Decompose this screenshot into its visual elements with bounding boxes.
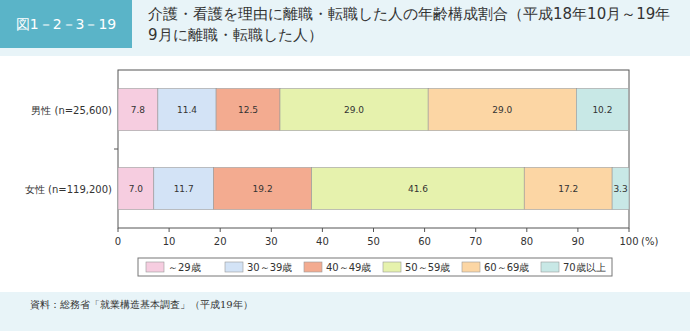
bar-segment (158, 89, 216, 131)
x-tick (475, 228, 476, 232)
x-tick-label: 80 (520, 236, 533, 247)
data-label: 19.2 (253, 184, 273, 194)
x-tick (271, 228, 272, 232)
legend-swatch (541, 262, 559, 272)
bar-segment (154, 168, 214, 210)
x-tick-label: 20 (214, 236, 227, 247)
category-label: 男性 (n=25,600) (31, 105, 112, 116)
plot-frame (118, 70, 629, 228)
data-label: 7.0 (129, 184, 144, 194)
legend-swatch (462, 262, 480, 272)
legend-swatch (225, 262, 243, 272)
data-label: 29.0 (492, 105, 512, 115)
title: 介護・看護を理由に離職・転職した人の年齢構成割合（平成18年10月～19年9月に… (148, 4, 678, 46)
x-tick (526, 228, 527, 232)
bar-segment (118, 168, 154, 210)
legend-label: 60～69歳 (484, 262, 529, 273)
legend-label: ～29歳 (168, 262, 201, 273)
x-tick (373, 228, 374, 232)
data-label: 17.2 (558, 184, 578, 194)
bar-segment (312, 168, 525, 210)
bar-segment (428, 89, 576, 131)
legend-swatch (383, 262, 401, 272)
x-tick (169, 228, 170, 232)
x-tick (220, 228, 221, 232)
data-label: 11.7 (174, 184, 194, 194)
figure-label: 図1－2－3－19 (0, 0, 132, 48)
source: 資料：総務省「就業構造基本調査」（平成19年） (30, 298, 253, 312)
bar-segment (612, 168, 629, 210)
legend-swatch (146, 262, 164, 272)
bar-segment (576, 89, 628, 131)
data-labels: 7.8 11.4 12.5 29.0 29.0 10.2 7.0 11.7 19.2 41.6 17… (129, 105, 628, 194)
x-tick-label: 60 (418, 236, 431, 247)
legend-frame (138, 258, 612, 276)
x-tick-label: 10 (163, 236, 176, 247)
data-label: 7.8 (131, 105, 146, 115)
legend-label: 40～49歳 (326, 262, 371, 273)
category-separator (114, 149, 118, 150)
legend-swatch (304, 262, 322, 272)
x-tick (629, 228, 630, 232)
x-tick-label: 40 (316, 236, 329, 247)
x-tick (322, 228, 323, 232)
x-tick-label: 0 (115, 236, 121, 247)
bar-segment (118, 89, 158, 131)
x-tick (118, 228, 119, 232)
x-tick-label: 100 (619, 236, 638, 247)
legend-label: 50～59歳 (405, 262, 450, 273)
legend-label: 70歳以上 (563, 262, 606, 273)
data-label: 29.0 (344, 105, 364, 115)
bar-segment (524, 168, 612, 210)
x-tick (577, 228, 578, 232)
bars (118, 89, 629, 210)
chart: 男性 (n=25,600) 女性 (n=119,200) 0 10 20 30 40 50 60… (0, 0, 690, 331)
bar-segment (280, 89, 428, 131)
data-label: 10.2 (592, 105, 612, 115)
data-label: 3.3 (613, 184, 627, 194)
x-tick-label: 90 (572, 236, 585, 247)
data-label: 12.5 (238, 105, 258, 115)
bar-segment (216, 89, 280, 131)
data-label: 11.4 (177, 105, 197, 115)
x-tick-label: 70 (469, 236, 482, 247)
x-axis-label: (%) (641, 236, 658, 247)
category-label: 女性 (n=119,200) (25, 184, 112, 195)
x-tick-label: 30 (265, 236, 278, 247)
bar-segment (214, 168, 312, 210)
legend-label: 30～39歳 (247, 262, 292, 273)
x-tick-label: 50 (367, 236, 380, 247)
x-tick (424, 228, 425, 232)
data-label: 41.6 (408, 184, 428, 194)
